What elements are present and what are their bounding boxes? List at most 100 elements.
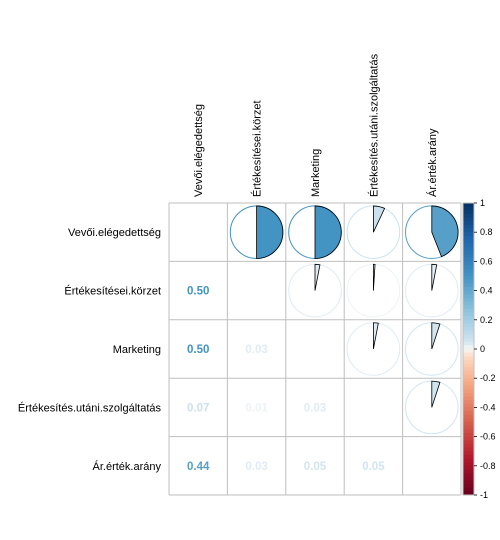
- colorbar-swatch: [463, 491, 474, 496]
- colorbar-swatch: [463, 254, 474, 259]
- row-label: Értékesítés.utáni.szolgáltatás: [18, 401, 162, 414]
- colorbar-swatch: [463, 235, 474, 240]
- colorbar-swatch: [463, 392, 474, 397]
- colorbar-swatch: [463, 359, 474, 365]
- colorbar-swatch: [463, 465, 474, 470]
- pie-sector: [373, 322, 379, 350]
- correlation-value: 0.05: [362, 461, 385, 473]
- row-label: Ár.érték.arány: [93, 460, 162, 473]
- colorbar-tick-label: -0.6: [480, 432, 496, 442]
- pie-sector: [314, 263, 321, 291]
- correlation-value: 0.07: [187, 402, 209, 414]
- column-label: Értékesítései.körzet: [251, 100, 264, 197]
- labels-layer: Vevői.elégedettség Értékesítései.körzet Ma…: [18, 53, 439, 472]
- pie-sector: [314, 205, 342, 259]
- pie-sector: [431, 205, 459, 258]
- correlation-value: 0.50: [187, 344, 209, 356]
- colorbar-tick-label: -0.8: [480, 461, 496, 471]
- colorbar-swatch: [463, 272, 474, 277]
- colorbar-swatch: [463, 378, 474, 383]
- colorbar-swatch: [463, 440, 474, 445]
- colorbar-swatch: [463, 436, 474, 441]
- colorbar-swatch: [463, 484, 474, 489]
- colorbar-swatch: [463, 396, 474, 401]
- colorbar-swatch: [463, 261, 474, 266]
- colorbar-swatch: [463, 294, 474, 299]
- colorbar: 1 0.8 0.6 0.4 0.2 0 -0.2 -0.4 -0.6 -0.8 -1: [462, 198, 496, 500]
- colorbar-swatch: [463, 210, 474, 215]
- row-label: Értékesítései.körzet: [64, 285, 161, 298]
- colorbar-swatch: [463, 370, 474, 376]
- row-label: Vevői.elégedettség: [68, 227, 161, 239]
- pie-sector: [256, 205, 284, 259]
- correlation-value: 0.01: [245, 402, 268, 414]
- colorbar-swatch: [463, 458, 474, 463]
- colorbar-swatch: [463, 480, 474, 485]
- grid-layer: [168, 202, 462, 496]
- row-label: Marketing: [113, 344, 161, 356]
- column-label: Értékesítés.utáni.szolgáltatás: [367, 53, 380, 197]
- colorbar-tick-label: 0: [480, 344, 485, 354]
- colorbar-swatch: [463, 221, 474, 226]
- correlation-value: 0.03: [245, 344, 267, 356]
- colorbar-swatch: [463, 341, 474, 346]
- colorbar-swatch: [463, 279, 474, 284]
- colorbar-tick-label: 0.8: [480, 227, 493, 237]
- colorbar-swatch: [463, 319, 474, 324]
- colorbar-swatch: [463, 363, 474, 368]
- colorbar-swatch: [463, 418, 474, 423]
- colorbar-swatch: [463, 301, 474, 306]
- colorbar-tick-label: -0.2: [480, 373, 496, 383]
- colorbar-tick-label: -0.4: [480, 402, 496, 412]
- colorbar-swatch: [463, 224, 474, 230]
- colorbar-swatch: [463, 206, 474, 211]
- colorbar-swatch: [463, 305, 474, 310]
- colorbar-swatch: [463, 425, 474, 430]
- colorbar-swatch: [463, 374, 474, 379]
- colorbar-swatch: [463, 308, 474, 313]
- colorbar-tick-label: 0.2: [480, 315, 493, 325]
- colorbar-swatch: [463, 265, 474, 270]
- colorbar-tick-label: 0.4: [480, 286, 493, 296]
- colorbar-swatch: [463, 414, 474, 419]
- colorbar-swatch: [463, 232, 474, 237]
- colorbar-swatch: [463, 403, 474, 408]
- colorbar-swatch: [463, 213, 474, 219]
- colorbar-swatch: [463, 432, 474, 438]
- colorbar-swatch: [463, 257, 474, 262]
- correlation-value: 0.03: [304, 402, 326, 414]
- colorbar-swatch: [463, 239, 474, 244]
- colorbar-swatch: [463, 268, 474, 273]
- colorbar-swatch: [463, 246, 474, 251]
- colorbar-swatch: [463, 429, 474, 434]
- correlation-value: 0.44: [187, 461, 210, 473]
- colorbar-swatch: [463, 447, 474, 452]
- colorbar-swatch: [463, 422, 474, 427]
- colorbar-swatch: [463, 385, 474, 390]
- colorbar-swatch: [463, 356, 474, 361]
- colorbar-swatch: [463, 345, 474, 350]
- colorbar-swatch: [463, 487, 474, 492]
- colorbar-swatch: [463, 297, 474, 303]
- pie-sector: [373, 263, 376, 291]
- colorbar-swatch: [463, 203, 474, 208]
- colorbar-swatch: [463, 334, 474, 339]
- colorbar-swatch: [463, 411, 474, 416]
- colorbar-swatch: [463, 243, 474, 248]
- colorbar-tick-label: -1: [480, 490, 488, 500]
- colorbar-swatch: [463, 451, 474, 456]
- colorbar-swatch: [463, 349, 474, 354]
- colorbar-swatch: [463, 276, 474, 281]
- pie-sector: [431, 380, 441, 408]
- correlation-value: 0.03: [245, 461, 267, 473]
- cells-layer: 0.50 0.50 0.03 0.07 0.01 0.03 0.44 0.03 0.05 0.05: [187, 205, 459, 473]
- colorbar-swatch: [463, 286, 474, 292]
- colorbar-swatch: [463, 476, 474, 481]
- colorbar-tick-label: 0.6: [480, 256, 493, 266]
- colorbar-swatch: [463, 338, 474, 343]
- correlation-value: 0.05: [304, 461, 327, 473]
- colorbar-swatch: [463, 407, 474, 412]
- pie-sector: [431, 263, 438, 291]
- pie-sector: [373, 205, 386, 233]
